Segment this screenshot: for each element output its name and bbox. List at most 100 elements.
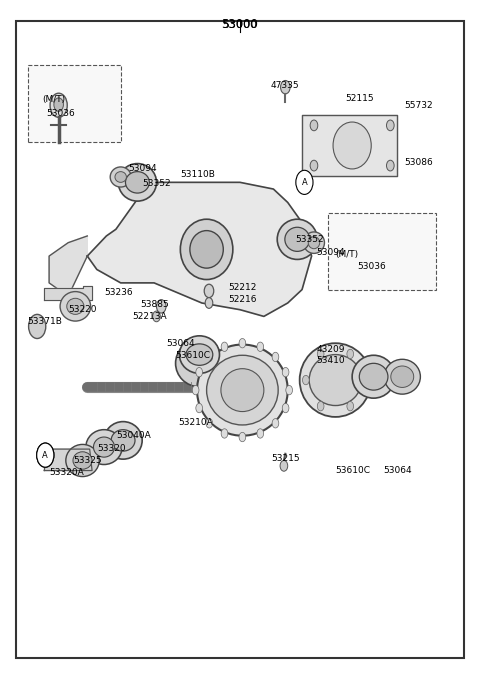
Circle shape: [282, 367, 289, 377]
FancyBboxPatch shape: [16, 22, 464, 658]
Circle shape: [302, 376, 309, 385]
Circle shape: [205, 297, 213, 308]
Text: 53352: 53352: [295, 235, 324, 244]
Text: 53371B: 53371B: [28, 317, 62, 326]
Ellipse shape: [360, 363, 388, 390]
Circle shape: [36, 443, 54, 467]
Text: 53040A: 53040A: [116, 431, 151, 440]
Text: 53036: 53036: [357, 262, 385, 271]
Circle shape: [310, 160, 318, 171]
Text: 53610C: 53610C: [176, 351, 211, 360]
Circle shape: [257, 342, 264, 351]
Text: A: A: [301, 178, 307, 187]
Ellipse shape: [333, 122, 371, 169]
Ellipse shape: [86, 429, 122, 464]
Text: 53000: 53000: [223, 20, 257, 30]
Ellipse shape: [197, 345, 288, 435]
FancyBboxPatch shape: [328, 213, 436, 289]
Circle shape: [286, 386, 292, 395]
Text: 52213A: 52213A: [132, 312, 167, 321]
Circle shape: [50, 93, 67, 117]
Polygon shape: [87, 182, 312, 316]
Ellipse shape: [180, 336, 219, 374]
Text: 53210A: 53210A: [178, 418, 213, 427]
Text: 53094: 53094: [128, 164, 156, 174]
Ellipse shape: [277, 219, 317, 259]
Circle shape: [347, 402, 354, 411]
Circle shape: [386, 160, 394, 171]
Text: 53064: 53064: [166, 339, 195, 348]
Ellipse shape: [115, 172, 126, 182]
Text: 52212: 52212: [228, 283, 256, 292]
Ellipse shape: [384, 359, 420, 394]
Circle shape: [239, 432, 246, 441]
Circle shape: [204, 284, 214, 297]
Text: A: A: [43, 452, 48, 458]
Circle shape: [196, 403, 203, 413]
Text: 53215: 53215: [271, 454, 300, 463]
Ellipse shape: [176, 340, 223, 387]
Circle shape: [272, 419, 279, 428]
Polygon shape: [302, 115, 397, 176]
Text: 53320A: 53320A: [49, 468, 84, 477]
Circle shape: [296, 170, 313, 194]
Ellipse shape: [66, 444, 99, 476]
Text: 53000: 53000: [222, 18, 258, 31]
Circle shape: [386, 120, 394, 131]
Ellipse shape: [186, 344, 213, 365]
FancyBboxPatch shape: [28, 65, 120, 142]
Text: 53064: 53064: [383, 466, 412, 475]
Circle shape: [221, 429, 228, 438]
Ellipse shape: [180, 219, 233, 279]
Circle shape: [362, 376, 368, 385]
Text: 53885: 53885: [140, 300, 168, 309]
Ellipse shape: [73, 452, 92, 469]
Circle shape: [54, 98, 63, 111]
Ellipse shape: [104, 421, 142, 459]
Text: (M/T): (M/T): [42, 96, 65, 104]
Circle shape: [280, 460, 288, 471]
Ellipse shape: [206, 355, 278, 425]
Ellipse shape: [110, 167, 131, 187]
Circle shape: [36, 443, 54, 467]
Circle shape: [239, 339, 246, 348]
Ellipse shape: [111, 429, 135, 451]
Circle shape: [347, 349, 354, 359]
Circle shape: [272, 352, 279, 361]
Circle shape: [257, 429, 264, 438]
Circle shape: [281, 81, 290, 94]
Text: 53036: 53036: [47, 109, 75, 118]
Text: 53320: 53320: [97, 444, 125, 453]
Circle shape: [153, 311, 160, 322]
Text: A: A: [42, 451, 48, 460]
Text: 43209: 43209: [316, 345, 345, 355]
Circle shape: [192, 386, 199, 395]
Ellipse shape: [300, 343, 371, 417]
Text: 53325: 53325: [73, 456, 102, 465]
Ellipse shape: [118, 164, 156, 201]
Ellipse shape: [221, 369, 264, 412]
Text: 55732: 55732: [405, 101, 433, 110]
Circle shape: [29, 314, 46, 339]
Text: 53236: 53236: [104, 289, 132, 297]
Text: 52216: 52216: [228, 295, 257, 304]
Ellipse shape: [60, 291, 91, 321]
Circle shape: [317, 349, 324, 359]
Circle shape: [317, 402, 324, 411]
Text: 53110B: 53110B: [180, 170, 215, 179]
Text: 52115: 52115: [345, 94, 373, 103]
Ellipse shape: [285, 227, 310, 252]
Ellipse shape: [309, 355, 362, 406]
Polygon shape: [44, 286, 92, 299]
Circle shape: [310, 120, 318, 131]
Text: 53094: 53094: [316, 248, 345, 257]
Circle shape: [206, 352, 213, 361]
Circle shape: [206, 419, 213, 428]
Ellipse shape: [94, 437, 115, 457]
Text: 53352: 53352: [142, 179, 171, 188]
Text: 53086: 53086: [405, 157, 433, 167]
Ellipse shape: [308, 237, 320, 249]
Circle shape: [196, 367, 203, 377]
Text: 53610C: 53610C: [336, 466, 371, 475]
Polygon shape: [49, 236, 87, 296]
